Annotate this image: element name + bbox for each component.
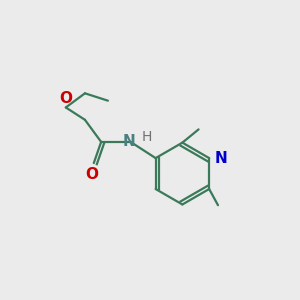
Text: O: O [85,167,98,182]
Text: O: O [59,91,72,106]
Text: N: N [214,151,227,166]
Text: N: N [123,134,136,149]
Text: H: H [142,130,152,144]
